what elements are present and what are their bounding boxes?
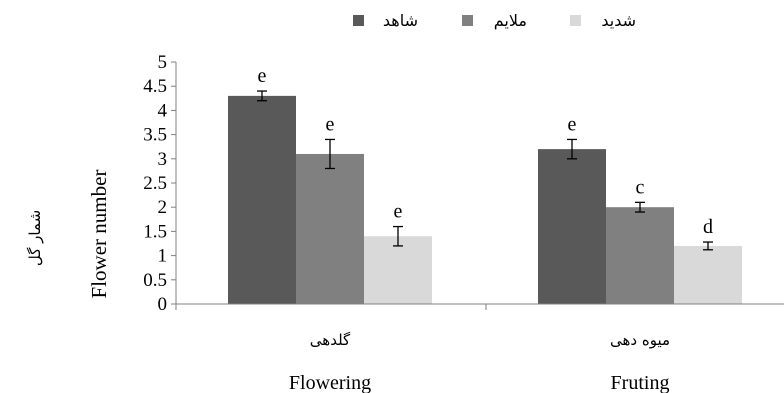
y-tick-label: 2: [158, 197, 168, 218]
bar: [538, 149, 606, 304]
bars: e e e c e d: [228, 65, 742, 304]
y-axis-ticks: 0 0.5 1 1.5 2 2.5 3 3.5 4 4.5 5: [143, 52, 176, 315]
legend-label: ملایم: [494, 11, 527, 30]
y-tick-label: 1: [158, 246, 168, 267]
bar: [364, 236, 432, 304]
y-tick-label: 4: [158, 100, 168, 121]
y-tick-label: 4.5: [143, 76, 167, 97]
bar: [674, 245, 742, 304]
bar: [228, 95, 296, 304]
axes: [175, 62, 784, 310]
significance-label: d: [703, 216, 713, 238]
legend-label: شدید: [601, 11, 636, 30]
x-axis-categories: گلدهی Flowering میوه دهی Fruting: [289, 331, 670, 393]
y-tick-label: 3.5: [143, 125, 167, 146]
significance-label: e: [568, 113, 577, 135]
significance-label: e: [258, 65, 267, 87]
y-tick-label: 3: [158, 149, 168, 170]
y-tick-label: 1.5: [143, 221, 167, 242]
y-tick-label: 0.5: [143, 270, 167, 291]
x-category-label: Fruting: [611, 372, 670, 393]
legend-swatch: [462, 15, 473, 26]
x-category-label-persian: گلدهی: [310, 331, 351, 349]
y-tick-label: 2.5: [143, 173, 167, 194]
x-category-label: Flowering: [289, 372, 371, 393]
significance-label: c: [636, 176, 645, 198]
bar: [296, 153, 364, 304]
legend: شاهد ملایم شدید: [353, 11, 636, 30]
significance-label: e: [326, 113, 335, 135]
legend-swatch: [353, 15, 364, 26]
y-tick-label: 0: [158, 294, 168, 315]
y-axis-label: Flower number: [87, 170, 111, 299]
y-tick-label: 5: [158, 52, 168, 73]
y-axis-label-persian: شمار گل: [26, 210, 44, 266]
legend-swatch: [570, 15, 581, 26]
bar: [606, 207, 674, 304]
significance-label: e: [394, 201, 403, 223]
x-category-label-persian: میوه دهی: [610, 331, 670, 349]
legend-label: شاهد: [383, 11, 418, 30]
